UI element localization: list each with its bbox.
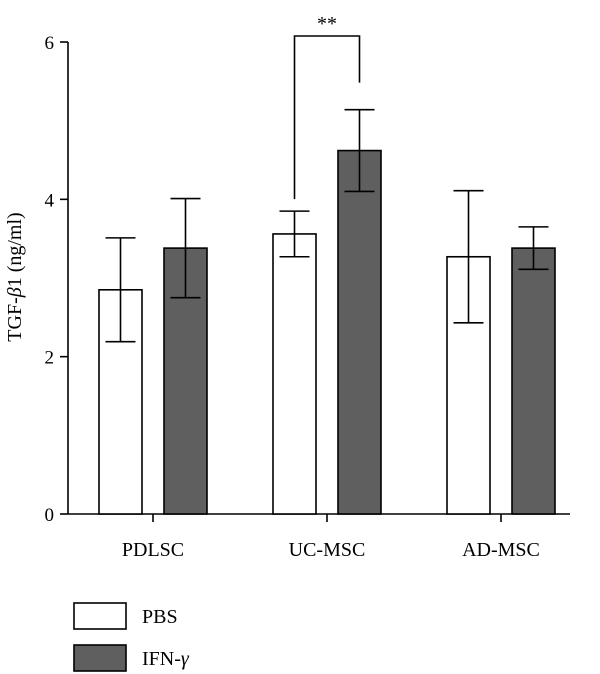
error-bars (105, 108, 549, 343)
y-tick-label: 0 (45, 505, 55, 526)
bar (511, 247, 556, 515)
x-tick-label: AD-MSC (462, 539, 540, 561)
bar (337, 149, 382, 515)
legend: PBS IFN-γ (73, 602, 190, 672)
y-tick-label: 6 (45, 33, 55, 54)
legend-label-pbs: PBS (142, 606, 178, 628)
x-tick-label: UC-MSC (289, 539, 366, 561)
y-tick-label: 2 (45, 348, 55, 369)
x-tick-label: PDLSC (122, 539, 184, 561)
bar (272, 233, 317, 515)
y-ticks: 0 2 4 6 (45, 33, 68, 526)
bars (98, 149, 556, 515)
legend-label-ifn: IFN-γ (142, 648, 190, 670)
legend-swatch-ifn (73, 644, 127, 672)
significance-label: ** (317, 13, 337, 35)
significance-bracket: ** (293, 13, 361, 200)
legend-swatch-pbs (73, 602, 127, 630)
y-tick-label: 4 (45, 190, 55, 211)
y-axis-title: TGF-β1 (ng/ml) (4, 212, 26, 341)
significance-line (293, 35, 361, 200)
x-ticks: PDLSC UC-MSC AD-MSC (122, 514, 540, 561)
